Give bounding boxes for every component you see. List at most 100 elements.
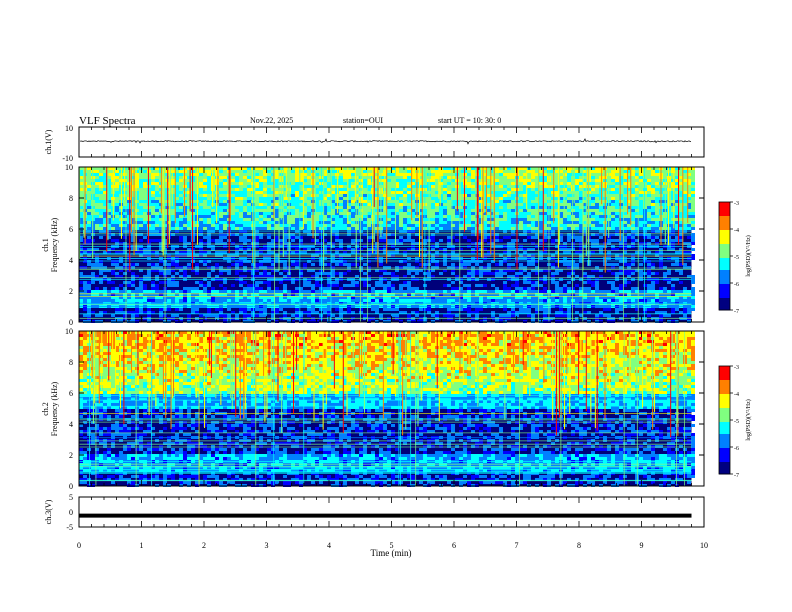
spectrogram-cell: [375, 251, 379, 254]
spectrogram-cell: [463, 212, 467, 215]
spectrogram-cell: [239, 293, 243, 296]
spectrogram-cell: [491, 239, 495, 242]
spectrogram-cell: [219, 206, 223, 209]
spectrogram-cell: [431, 221, 435, 224]
spectrogram-cell: [391, 221, 395, 224]
spectrogram-cell: [543, 170, 547, 173]
spectrogram-cell: [179, 197, 183, 200]
spectrogram-cell: [123, 314, 127, 317]
spectrogram-cell: [187, 266, 191, 269]
spectrogram-cell: [215, 308, 219, 311]
spectrogram-cell: [579, 173, 583, 176]
spectrogram-cell: [171, 299, 175, 302]
spectrogram-cell: [579, 206, 583, 209]
spectrogram-cell: [295, 224, 299, 227]
spectrogram-cell: [483, 290, 487, 293]
spectrogram-cell: [271, 239, 275, 242]
spectrogram-cell: [363, 299, 367, 302]
spectrogram-cell: [79, 179, 83, 182]
spectrogram-cell: [303, 266, 307, 269]
spectrogram-cell: [491, 227, 495, 230]
spectrogram-cell: [207, 266, 211, 269]
spectrogram-cell: [283, 227, 287, 230]
spectrogram-cell: [535, 182, 539, 185]
spectrogram-cell: [323, 248, 327, 251]
spectrogram-cell: [551, 167, 555, 170]
spectrogram-cell: [343, 200, 347, 203]
spectrogram-cell: [491, 290, 495, 293]
spectrogram-cell: [523, 290, 527, 293]
spectrogram-cell: [135, 296, 139, 299]
spectrogram-cell: [291, 176, 295, 179]
spectrogram-cell: [335, 188, 339, 191]
spectrogram-cell: [343, 182, 347, 185]
spectrogram-cell: [367, 167, 371, 170]
spectrogram-cell: [319, 284, 323, 287]
spectrogram-cell: [87, 209, 91, 212]
spectrogram-cell: [463, 284, 467, 287]
spectrogram-cell: [247, 200, 251, 203]
spectrogram-cell: [95, 299, 99, 302]
spectrogram-cell: [527, 290, 531, 293]
spectrogram-cell: [339, 314, 343, 317]
spectrogram-cell: [451, 194, 455, 197]
spectrogram-cell: [539, 269, 543, 272]
spectrogram-cell: [487, 179, 491, 182]
spectrogram-cell: [187, 287, 191, 290]
spectrogram-cell: [151, 293, 155, 296]
spectrogram-cell: [535, 185, 539, 188]
spectrogram-cell: [387, 284, 391, 287]
spectrogram-cell: [131, 272, 135, 275]
spectrogram-cell: [339, 206, 343, 209]
spectrogram-cell: [311, 299, 315, 302]
spectrogram-cell: [483, 293, 487, 296]
spectrogram-cell: [419, 248, 423, 251]
spectrogram-cell: [567, 170, 571, 173]
spectrogram-cell: [243, 203, 247, 206]
spectrogram-cell: [447, 182, 451, 185]
spectrogram-cell: [115, 191, 119, 194]
spectrogram-cell: [535, 311, 539, 314]
spectrogram-cell: [171, 263, 175, 266]
spectrogram-cell: [559, 212, 563, 215]
spectrogram-cell: [479, 299, 483, 302]
spectrogram-cell: [171, 185, 175, 188]
spectrogram-cell: [523, 209, 527, 212]
spectrogram-cell: [311, 308, 315, 311]
spectrogram-cell: [459, 248, 463, 251]
spectrogram-cell: [223, 281, 227, 284]
spectrogram-cell: [439, 248, 443, 251]
spectrogram-cell: [243, 197, 247, 200]
spectrogram-cell: [531, 188, 535, 191]
spectrogram-cell: [303, 263, 307, 266]
spectrogram-cell: [511, 284, 515, 287]
spectrogram-cell: [379, 284, 383, 287]
spectrogram-cell: [131, 248, 135, 251]
spectrogram-cell: [503, 176, 507, 179]
spectrogram-cell: [303, 290, 307, 293]
spectrogram-cell: [87, 218, 91, 221]
spectrogram-cell: [487, 218, 491, 221]
spectrogram-cell: [295, 266, 299, 269]
spectrogram-cell: [263, 188, 267, 191]
spectrogram-cell: [219, 203, 223, 206]
spectrogram-cell: [135, 293, 139, 296]
spectrogram-cell: [483, 266, 487, 269]
spectrogram-cell: [315, 275, 319, 278]
spectrogram-cell: [527, 314, 531, 317]
spectrogram-cell: [327, 242, 331, 245]
spectrogram-cell: [179, 209, 183, 212]
spectrogram-cell: [263, 209, 267, 212]
spectrogram-cell: [259, 209, 263, 212]
spectrogram-cell: [511, 212, 515, 215]
spectrogram-cell: [347, 233, 351, 236]
spectrogram-cell: [527, 176, 531, 179]
spectrogram-cell: [339, 191, 343, 194]
spectrogram-cell: [407, 194, 411, 197]
spectrogram-cell: [519, 185, 523, 188]
spectrogram-cell: [171, 203, 175, 206]
spectrogram-cell: [103, 200, 107, 203]
spectrogram-cell: [407, 173, 411, 176]
spectrogram-cell: [363, 218, 367, 221]
spectrogram-cell: [127, 311, 131, 314]
